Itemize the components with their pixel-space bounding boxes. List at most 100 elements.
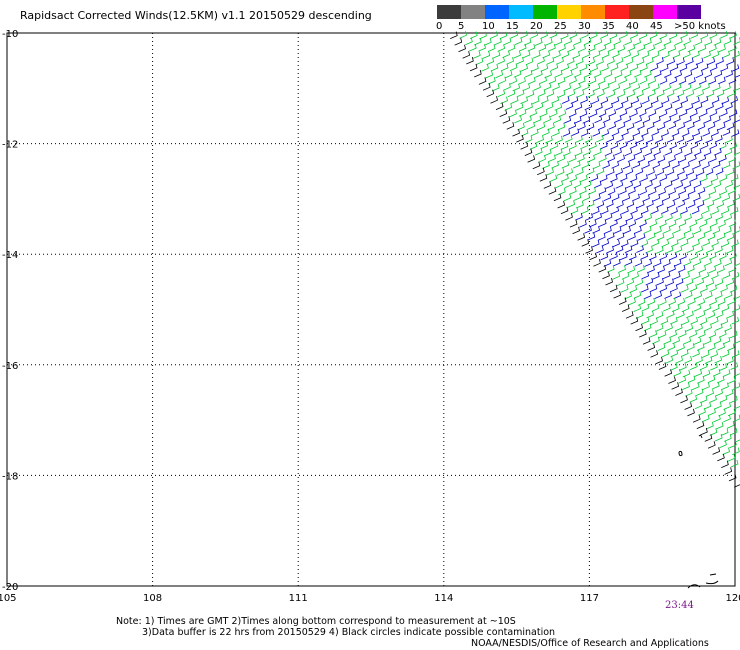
wind-barb — [726, 57, 735, 65]
wind-barb — [617, 90, 626, 98]
wind-barb — [531, 64, 539, 72]
wind-barb — [643, 291, 652, 300]
wind-barb — [701, 271, 710, 280]
wind-barb — [653, 116, 661, 124]
wind-barb — [733, 83, 740, 92]
wind-barb — [600, 207, 609, 215]
wind-barb — [582, 116, 591, 124]
wind-barb — [539, 76, 547, 84]
wind-barb — [578, 44, 586, 53]
wind-barb — [576, 168, 584, 176]
wind-barb — [624, 291, 632, 300]
wind-barb — [607, 90, 616, 98]
wind-barb — [726, 168, 735, 176]
wind-barb — [607, 154, 615, 163]
wind-barb — [623, 115, 632, 124]
wind-barb — [733, 115, 740, 123]
wind-barb — [730, 459, 739, 468]
wind-barb — [722, 369, 731, 377]
wind-barb — [626, 135, 635, 143]
wind-barb — [728, 473, 737, 482]
wind-barb — [670, 316, 678, 325]
wind-barb — [650, 317, 658, 326]
wind-barb — [648, 154, 656, 163]
wind-barb — [534, 148, 543, 156]
wind-barb — [593, 70, 602, 78]
wind-barb — [579, 220, 587, 228]
wind-barb — [698, 77, 707, 85]
wind-barb — [723, 83, 731, 92]
wind-barb — [606, 168, 615, 176]
wind-barb — [671, 174, 679, 182]
legend-swatch — [605, 5, 629, 19]
wind-barb — [719, 395, 728, 403]
wind-barb — [577, 154, 585, 163]
wind-barb — [648, 76, 657, 85]
wind-barb — [673, 115, 681, 123]
wind-barb — [613, 291, 622, 299]
wind-barb — [735, 439, 740, 443]
wind-barb — [648, 187, 657, 196]
wind-barb — [642, 337, 651, 345]
wind-barb — [666, 135, 675, 143]
wind-barb — [679, 63, 688, 72]
wind-barb — [718, 330, 727, 338]
lon-tick-label: 108 — [143, 593, 162, 604]
wind-barb — [596, 200, 605, 208]
wind-barb — [622, 193, 631, 202]
wind-barb — [567, 44, 575, 53]
wind-barb — [572, 226, 580, 235]
wind-barb — [573, 116, 582, 124]
wind-barb — [488, 76, 496, 85]
legend-label: 25 — [554, 21, 567, 32]
wind-barb — [683, 37, 691, 46]
wind-barb — [678, 187, 687, 195]
wind-barb — [678, 233, 686, 241]
wind-barb — [577, 233, 586, 241]
wind-barb — [540, 141, 548, 150]
wind-barb — [573, 82, 581, 91]
wind-barb — [620, 31, 628, 39]
wind-barb — [657, 265, 665, 274]
wind-barb — [569, 174, 578, 183]
wind-barb — [706, 102, 714, 110]
wind-barb — [698, 154, 707, 163]
wind-barb — [597, 233, 606, 241]
wind-barb — [648, 89, 656, 97]
wind-barb — [475, 57, 484, 66]
island — [698, 434, 703, 439]
wind-barb — [481, 64, 489, 72]
wind-barb — [668, 44, 677, 53]
wind-barb — [603, 259, 612, 267]
wind-barb — [555, 180, 564, 189]
wind-barb — [557, 200, 566, 209]
wind-barb — [649, 219, 658, 228]
coastline — [678, 434, 719, 589]
wind-barb — [479, 31, 487, 40]
wind-barb — [598, 265, 607, 273]
wind-barb — [565, 102, 574, 110]
wind-barb — [605, 277, 613, 286]
wind-barb — [613, 226, 622, 234]
wind-barb — [487, 44, 496, 52]
wind-barb — [706, 89, 715, 98]
wind-barb — [731, 271, 740, 280]
wind-barb — [673, 83, 682, 91]
wind-barb — [724, 213, 732, 222]
wind-barb — [734, 480, 740, 488]
wind-barb — [673, 369, 681, 377]
wind-barb — [557, 154, 566, 163]
legend-label: 30 — [578, 21, 591, 32]
wind-barb — [705, 168, 714, 176]
legend-label: 15 — [506, 21, 519, 32]
wind-barb — [708, 77, 717, 85]
wind-barb — [687, 343, 695, 351]
wind-barb — [561, 50, 570, 59]
wind-barb — [516, 89, 525, 98]
wind-barb — [578, 122, 586, 131]
wind-barb — [625, 167, 634, 176]
wind-barb — [573, 70, 582, 78]
wind-barb — [727, 186, 736, 195]
wind-barb — [703, 115, 712, 124]
wind-barb — [651, 239, 660, 247]
